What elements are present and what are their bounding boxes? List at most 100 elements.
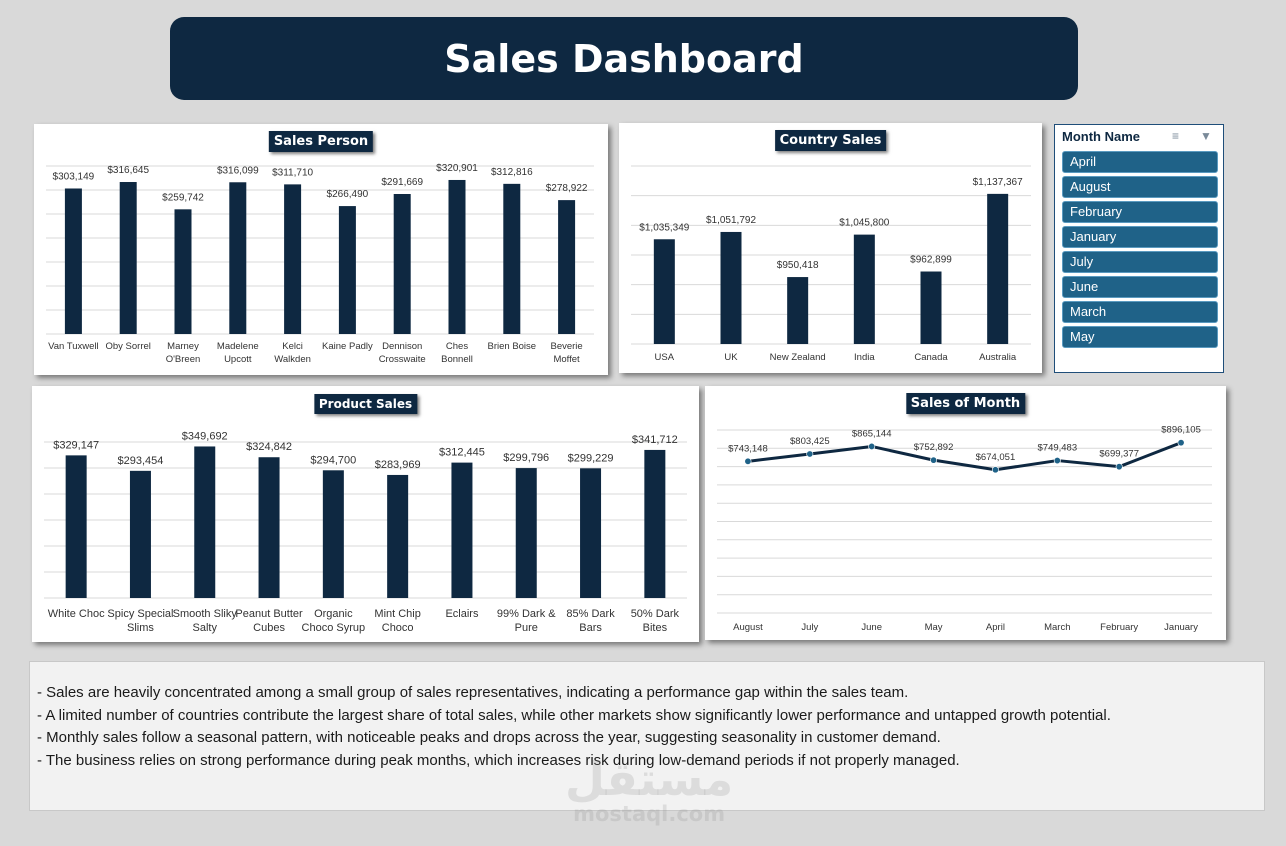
chart-bar bbox=[503, 183, 521, 334]
chart-bar bbox=[515, 468, 537, 598]
sales-of-month-chart-title: Sales of Month bbox=[905, 393, 1026, 414]
multi-select-icon[interactable]: ≡ bbox=[1172, 129, 1180, 143]
data-point bbox=[991, 466, 999, 474]
clear-filter-icon[interactable]: ▼ bbox=[1200, 129, 1212, 143]
data-label: $699,377 bbox=[1099, 449, 1139, 460]
chart-bar bbox=[194, 446, 216, 598]
chart-bar bbox=[393, 193, 411, 334]
data-label: $312,445 bbox=[439, 447, 485, 459]
slicer-item-july[interactable]: July bbox=[1062, 251, 1218, 273]
chart-bar bbox=[119, 182, 137, 334]
insight-line: - Monthly sales follow a seasonal patter… bbox=[37, 729, 941, 747]
slicer-item-april[interactable]: April bbox=[1062, 151, 1218, 173]
data-point bbox=[806, 450, 814, 458]
category-label: Choco bbox=[382, 622, 414, 634]
data-label: $324,842 bbox=[246, 441, 292, 453]
slicer-item-february[interactable]: February bbox=[1062, 201, 1218, 223]
data-label: $266,490 bbox=[327, 189, 369, 200]
category-label: Crosswaite bbox=[379, 354, 426, 365]
category-label: May bbox=[925, 622, 943, 633]
category-label: Walkden bbox=[274, 354, 311, 365]
country-sales-chart-title: Country Sales bbox=[774, 130, 887, 151]
chart-bar bbox=[174, 209, 192, 334]
data-label: $311,710 bbox=[272, 167, 313, 178]
category-label: 50% Dark bbox=[631, 608, 680, 620]
category-label: Australia bbox=[979, 352, 1017, 363]
chart-bar bbox=[653, 239, 675, 344]
category-label: Brien Boise bbox=[488, 341, 537, 352]
category-label: April bbox=[986, 622, 1005, 633]
data-label: $293,454 bbox=[118, 455, 164, 467]
category-label: O'Breen bbox=[166, 354, 201, 365]
chart-bar bbox=[558, 200, 576, 334]
category-label: Salty bbox=[193, 622, 218, 634]
sales-person-chart-panel: $303,149 $316,645 $259,742 $316,099 $311,710… bbox=[34, 124, 608, 375]
data-label: $962,899 bbox=[910, 255, 952, 266]
category-label: Bars bbox=[579, 622, 602, 634]
category-label: Dennison bbox=[382, 341, 422, 352]
insight-line: - The business relies on strong performa… bbox=[37, 752, 960, 770]
category-label: Bites bbox=[643, 622, 668, 634]
category-label: Kelci bbox=[282, 341, 303, 352]
data-label: $341,712 bbox=[632, 434, 678, 446]
data-point bbox=[1177, 439, 1185, 447]
chart-bar bbox=[64, 188, 82, 334]
insight-line: - A limited number of countries contribu… bbox=[37, 706, 1111, 724]
watermark-logo: مستقل mostaql.com bbox=[565, 755, 733, 825]
product-sales-chart: $329,147 $293,454 $349,692 $324,842 $294,700… bbox=[44, 430, 687, 634]
category-label: Bonnell bbox=[441, 354, 473, 365]
data-label: $674,051 bbox=[976, 452, 1016, 463]
category-label: Marney bbox=[167, 341, 199, 352]
slicer-header: Month Name ≡ ▼ bbox=[1062, 129, 1218, 145]
product-sales-chart-panel: $329,147 $293,454 $349,692 $324,842 $294,700… bbox=[32, 386, 699, 642]
sales-of-month-chart-panel: $743,148 $803,425 $865,144 $752,892 $674,051… bbox=[705, 386, 1226, 640]
data-label: $259,742 bbox=[162, 192, 204, 203]
dashboard-title: Sales Dashboard bbox=[444, 36, 804, 81]
chart-bar bbox=[580, 468, 602, 598]
data-label: $896,105 bbox=[1161, 425, 1201, 436]
category-label: Organic bbox=[314, 608, 353, 620]
category-label: Madelene bbox=[217, 341, 259, 352]
data-label: $1,045,800 bbox=[839, 218, 889, 229]
chart-bar bbox=[258, 457, 280, 598]
chart-bar bbox=[129, 470, 151, 598]
data-label: $299,229 bbox=[568, 452, 614, 464]
data-point bbox=[868, 442, 876, 450]
data-label: $865,144 bbox=[852, 428, 892, 439]
slicer-item-june[interactable]: June bbox=[1062, 276, 1218, 298]
country-sales-chart: $1,035,349 $1,051,792 $950,418 $1,045,800 $9… bbox=[631, 165, 1031, 363]
category-label: Van Tuxwell bbox=[48, 341, 99, 352]
category-label: UK bbox=[724, 352, 738, 363]
data-label: $749,483 bbox=[1038, 443, 1078, 454]
category-label: Spicy Special bbox=[107, 608, 173, 620]
dashboard-header: Sales Dashboard bbox=[170, 17, 1078, 100]
sales-person-chart-title: Sales Person bbox=[268, 131, 374, 152]
data-label: $320,901 bbox=[436, 163, 478, 174]
watermark-latin: mostaql.com bbox=[573, 802, 726, 826]
category-label: Pure bbox=[515, 622, 538, 634]
sales-of-month-chart: $743,148 $803,425 $865,144 $752,892 $674,051… bbox=[717, 425, 1212, 633]
slicer-item-january[interactable]: January bbox=[1062, 226, 1218, 248]
data-label: $803,425 bbox=[790, 436, 830, 447]
data-label: $316,099 bbox=[217, 165, 259, 176]
category-label: Smooth Sliky bbox=[173, 608, 238, 620]
slicer-item-august[interactable]: August bbox=[1062, 176, 1218, 198]
sales-person-chart: $303,149 $316,645 $259,742 $316,099 $311,710… bbox=[46, 163, 594, 365]
data-label: $312,816 bbox=[491, 167, 533, 178]
category-label: Oby Sorrel bbox=[105, 341, 150, 352]
data-label: $329,147 bbox=[53, 439, 99, 451]
data-label: $299,796 bbox=[503, 452, 549, 464]
category-label: Choco Syrup bbox=[302, 622, 366, 634]
chart-bar bbox=[284, 184, 302, 334]
chart-bar bbox=[387, 474, 409, 598]
chart-bar bbox=[451, 462, 473, 598]
chart-bar bbox=[65, 455, 87, 598]
slicer-item-may[interactable]: May bbox=[1062, 326, 1218, 348]
slicer-title: Month Name bbox=[1062, 129, 1140, 144]
data-point bbox=[1115, 463, 1123, 471]
data-label: $349,692 bbox=[182, 430, 228, 442]
slicer-item-march[interactable]: March bbox=[1062, 301, 1218, 323]
category-label: February bbox=[1100, 622, 1138, 633]
category-label: White Choc bbox=[48, 608, 105, 620]
data-label: $278,922 bbox=[546, 183, 588, 194]
